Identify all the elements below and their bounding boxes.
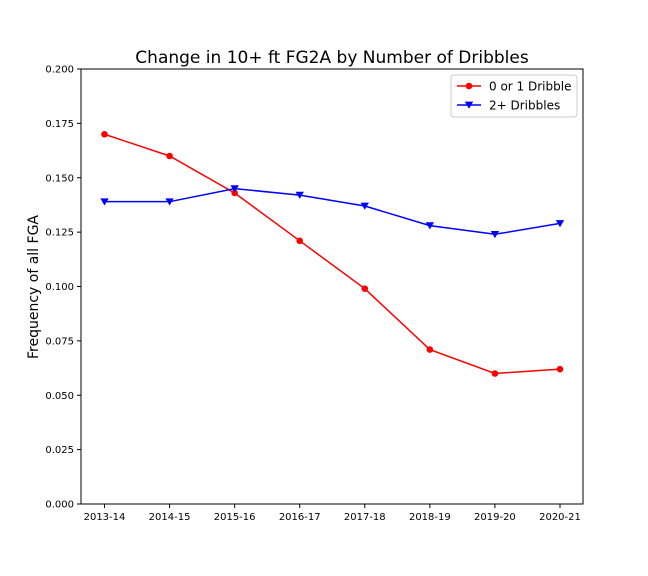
- data-point: [360, 202, 369, 210]
- legend-entry-label: 2+ Dribbles: [489, 99, 560, 113]
- data-point: [295, 191, 304, 199]
- data-point: [556, 365, 564, 373]
- x-axis-ticks: 2013-14 2014-15 2015-16 2016-17 2017-18 2018-…: [84, 504, 581, 523]
- x-tick-label: 2018-19: [409, 512, 451, 523]
- chart-title: Change in 10+ ft FG2A by Number of Dribb…: [135, 48, 529, 68]
- data-point: [101, 130, 108, 138]
- data-point: [425, 222, 435, 230]
- legend-box: [450, 74, 578, 118]
- y-tick-label: 0.175: [45, 119, 74, 130]
- y-tick-label: 0.200: [45, 65, 74, 76]
- y-tick-label: 0.025: [45, 445, 74, 456]
- data-point: [361, 285, 369, 292]
- x-tick-label: 2020-21: [539, 512, 581, 523]
- series-layer: [100, 130, 565, 377]
- x-tick-label: 2016-17: [279, 512, 321, 523]
- y-axis-ticks: 0.000 0.025 0.050 0.075 0.100 0.125 0.150 0.175…: [45, 65, 81, 511]
- data-point: [426, 346, 434, 353]
- y-tick-label: 0.125: [45, 228, 74, 239]
- x-tick-label: 2014-15: [149, 512, 191, 523]
- y-tick-label: 0.050: [45, 391, 74, 402]
- legend-entry-label: 0 or 1 Dribble: [489, 80, 571, 94]
- series-line: [104, 187, 561, 236]
- x-tick-label: 2015-16: [214, 512, 256, 523]
- x-tick-label: 2013-14: [84, 512, 126, 523]
- y-tick-label: 0.100: [45, 282, 74, 293]
- data-point: [100, 198, 109, 206]
- series-1: [101, 130, 564, 377]
- legend-swatch-marker: [464, 101, 474, 109]
- y-tick-label: 0.000: [45, 500, 74, 511]
- data-point: [166, 152, 173, 160]
- legend-swatch-marker: [465, 82, 473, 90]
- data-point: [490, 230, 500, 239]
- x-tick-label: 2017-18: [344, 512, 386, 523]
- y-axis-label: Frequency of all FGA: [26, 215, 42, 359]
- series-line: [104, 133, 561, 375]
- plot-area-frame: [80, 68, 584, 505]
- data-point: [296, 237, 304, 245]
- series-2: [100, 185, 565, 239]
- data-point: [231, 189, 238, 197]
- x-tick-label: 2019-20: [474, 512, 516, 523]
- data-point: [491, 370, 499, 377]
- data-point: [555, 220, 565, 228]
- y-tick-label: 0.075: [45, 336, 74, 347]
- y-tick-label: 0.150: [45, 173, 74, 184]
- legend: 0 or 1 Dribble 2+ Dribbles: [450, 74, 578, 118]
- data-point: [230, 185, 239, 193]
- data-point: [165, 198, 174, 206]
